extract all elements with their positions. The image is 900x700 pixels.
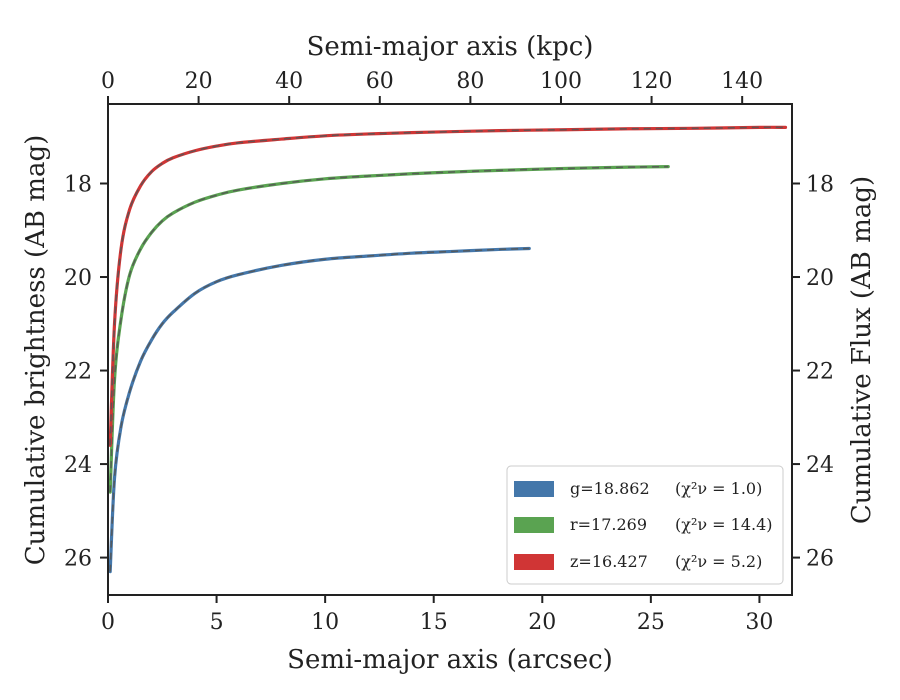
- legend-label-z: z=16.427: [570, 552, 648, 571]
- x-tick-label-1: 5: [210, 610, 224, 635]
- y2-tick-label-1: 20: [806, 266, 834, 291]
- legend: g=18.862 (χ²ν = 1.0) r=17.269 (χ²ν = 14.…: [506, 465, 784, 585]
- legend-label-r: r=17.269: [570, 515, 647, 534]
- x2-tick-label-3: 60: [366, 69, 394, 94]
- x-tick-label-6: 30: [745, 610, 773, 635]
- y-tick-label-0: 18: [64, 172, 92, 197]
- x2-tick-label-1: 20: [185, 69, 213, 94]
- y-tick-label-1: 20: [64, 266, 92, 291]
- legend-label-g: g=18.862: [570, 479, 650, 498]
- x-tick-label-0: 0: [101, 610, 115, 635]
- y2-tick-label-0: 18: [806, 172, 834, 197]
- x-tick-label-5: 25: [637, 610, 665, 635]
- y-tick-label-4: 26: [64, 547, 92, 572]
- legend-swatch-g: [514, 481, 554, 497]
- legend-chi-g: (χ²ν = 1.0): [675, 479, 762, 498]
- legend-box: [506, 465, 784, 585]
- x2-tick-label-4: 80: [456, 69, 484, 94]
- x2-tick-label-6: 120: [631, 69, 673, 94]
- x2-tick-label-0: 0: [101, 69, 115, 94]
- x-tick-label-3: 15: [420, 610, 448, 635]
- x2-tick-label-5: 100: [540, 69, 582, 94]
- legend-swatch-r: [514, 517, 554, 533]
- y2-tick-label-3: 24: [806, 453, 834, 478]
- axis-ticks: 0 5 10 15 20 25 30 0 20 40 60 80 100 120 140 18 18 20 20 22…: [64, 69, 834, 635]
- legend-chi-r: (χ²ν = 14.4): [675, 515, 773, 534]
- legend-swatch-z: [514, 554, 554, 570]
- plot-frame: [107, 103, 793, 596]
- y2-tick-label-4: 26: [806, 547, 834, 572]
- x-tick-label-2: 10: [311, 610, 339, 635]
- x2-tick-label-7: 140: [721, 69, 763, 94]
- y-tick-label-3: 24: [64, 453, 92, 478]
- legend-chi-z: (χ²ν = 5.2): [675, 552, 762, 571]
- y-axis-title: Cumulative brightness (AB mag): [21, 135, 51, 566]
- y2-tick-label-2: 22: [806, 360, 834, 385]
- series-fit-g: [109, 247, 530, 572]
- y-tick-label-2: 22: [64, 360, 92, 385]
- x-axis-title: Semi-major axis (arcsec): [287, 645, 613, 675]
- x2-axis-title: Semi-major axis (kpc): [307, 32, 594, 62]
- plot-area: [108, 125, 788, 574]
- y2-axis-title: Cumulative Flux (AB mag): [847, 176, 877, 524]
- series-fit-r: [109, 165, 669, 493]
- x-tick-label-4: 20: [528, 610, 556, 635]
- series-fit-z: [109, 126, 786, 446]
- x2-tick-label-2: 40: [275, 69, 303, 94]
